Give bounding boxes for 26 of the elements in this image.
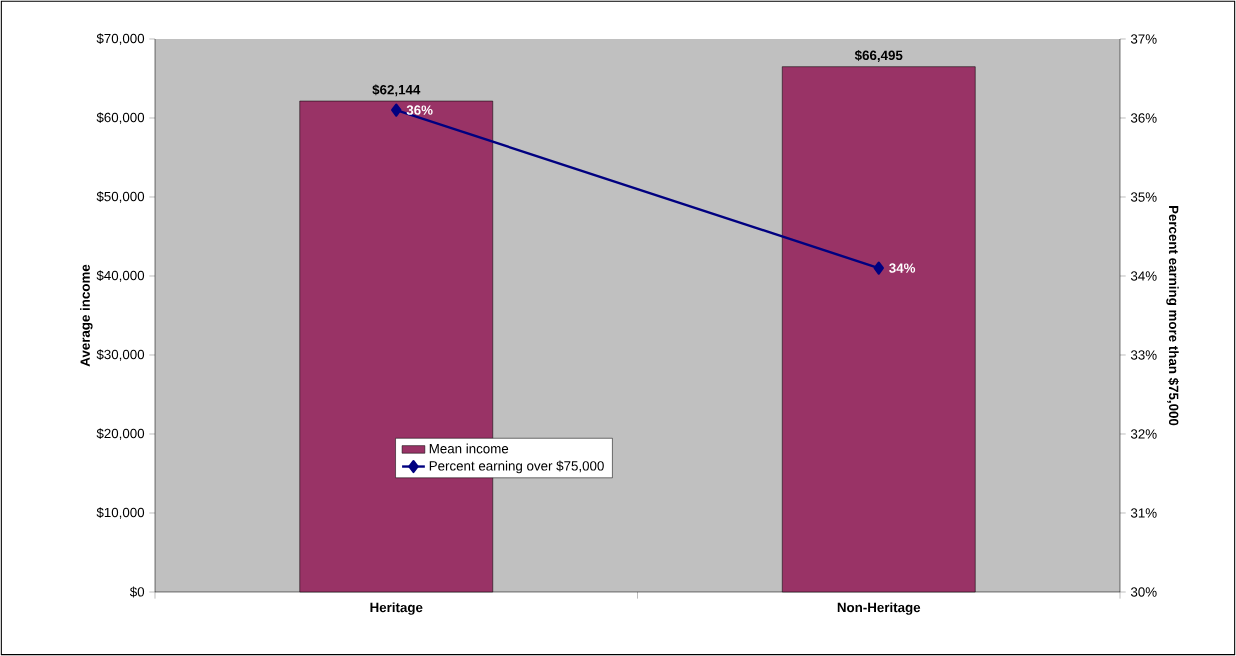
- legend-label: Mean income: [429, 443, 509, 454]
- data-label: $66,495: [854, 49, 903, 62]
- y2-tick-label: 33%: [1130, 350, 1157, 360]
- y-tick-label: $50,000: [96, 191, 145, 203]
- y-tick-label: $30,000: [96, 349, 145, 361]
- y-tick-label: $40,000: [96, 270, 145, 282]
- x-tick-label: Heritage: [370, 602, 423, 615]
- x-tick-label: Non-Heritage: [837, 602, 921, 615]
- y-tick-label: $70,000: [96, 33, 145, 45]
- y2-tick-label: 30%: [1130, 587, 1157, 597]
- y-tick-label: $20,000: [96, 428, 145, 440]
- y2-tick-label: 34%: [1130, 271, 1157, 281]
- data-label: $62,144: [372, 84, 421, 97]
- y-tick-label: $60,000: [96, 112, 145, 124]
- y2-axis-title: Percent earning more than $75,000: [1166, 205, 1179, 426]
- legend-label: Percent earning over $75,000: [429, 460, 604, 474]
- y-tick-label: $10,000: [96, 507, 145, 519]
- data-label: 36%: [406, 105, 433, 115]
- y2-tick-label: 37%: [1130, 34, 1157, 44]
- y2-tick-label: 32%: [1130, 429, 1157, 439]
- y2-tick-label: 35%: [1130, 192, 1157, 202]
- y2-tick-label: 36%: [1130, 113, 1157, 123]
- y2-tick-label: 31%: [1130, 508, 1157, 518]
- y-tick-label: $0: [129, 586, 145, 598]
- y-axis-title: Average income: [80, 264, 93, 367]
- data-label: 34%: [889, 263, 916, 273]
